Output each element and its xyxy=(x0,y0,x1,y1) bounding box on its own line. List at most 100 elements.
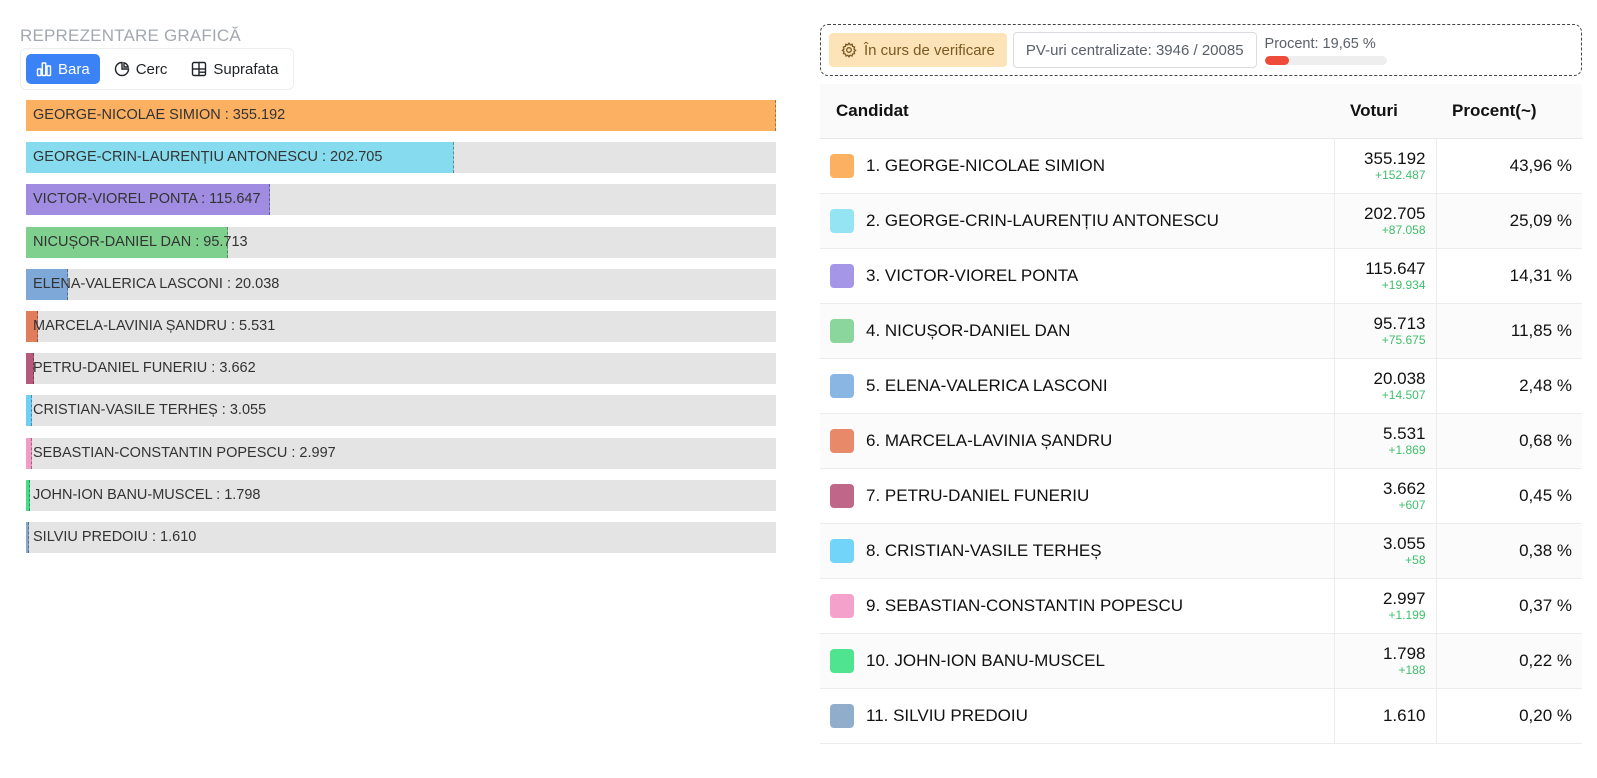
votes-cell: 20.038 +14.507 xyxy=(1334,358,1437,413)
section-title: REPREZENTARE GRAFICĂ xyxy=(20,26,241,45)
results-table: Candidat Voturi Procent(~) 1. GEORGE-NIC… xyxy=(820,84,1582,744)
candidate-name: 5. ELENA-VALERICA LASCONI xyxy=(866,375,1108,395)
votes-cell: 202.705 +87.058 xyxy=(1334,193,1437,248)
votes-delta: +188 xyxy=(1398,663,1426,677)
candidate-cell: 5. ELENA-VALERICA LASCONI xyxy=(820,358,1335,413)
table-body: 1. GEORGE-NICOLAE SIMION 355.192 +152.487 4… xyxy=(820,138,1582,743)
color-swatch xyxy=(830,263,854,288)
votes-value: 115.647 xyxy=(1365,259,1426,278)
percent-cell: 11,85 % xyxy=(1510,320,1572,340)
votes-cell: 1.610 xyxy=(1334,688,1437,743)
votes-value: 5.531 xyxy=(1382,424,1426,443)
verification-status-badge: În curs de verificare xyxy=(829,33,1007,67)
votes-cell: 115.647 +19.934 xyxy=(1334,248,1437,303)
candidate-cell: 3. VICTOR-VIOREL PONTA xyxy=(820,248,1335,303)
header-candidat[interactable]: Candidat xyxy=(820,84,1334,139)
bar-row[interactable]: GEORGE-NICOLAE SIMION : 355.192 xyxy=(26,100,776,131)
bar-row[interactable]: MARCELA-LAVINIA ȘANDRU : 5.531 xyxy=(26,310,776,342)
chart-type-tabs: Bara Cerc Suprafata xyxy=(20,48,295,90)
bar xyxy=(26,184,271,216)
table-row[interactable]: 4. NICUȘOR-DANIEL DAN 95.713 +75.675 11,85 … xyxy=(820,303,1582,358)
candidate-name: 9. SEBASTIAN-CONSTANTIN POPESCU xyxy=(866,595,1184,615)
color-swatch xyxy=(830,373,854,398)
votes-cell: 95.713 +75.675 xyxy=(1334,303,1437,358)
votes-cell: 2.997 +1.199 xyxy=(1334,578,1437,633)
bar xyxy=(26,395,33,427)
candidate-name-wrap: 7. PETRU-DANIEL FUNERIU xyxy=(830,483,1334,508)
votes-delta: +1.869 xyxy=(1388,443,1426,457)
bar-row[interactable]: JOHN-ION BANU-MUSCEL : 1.798 xyxy=(26,479,776,511)
votes-delta: +87.058 xyxy=(1381,223,1426,237)
candidate-cell: 11. SILVIU PREDOIU xyxy=(820,688,1335,743)
votes-delta: +75.675 xyxy=(1381,333,1426,347)
candidate-cell: 9. SEBASTIAN-CONSTANTIN POPESCU xyxy=(820,578,1335,633)
table-row[interactable]: 8. CRISTIAN-VASILE TERHEȘ 3.055 +58 0,38 % xyxy=(820,523,1582,578)
votes-delta: +152.487 xyxy=(1375,168,1426,182)
votes-value: 202.705 xyxy=(1364,204,1426,223)
percent-cell: 43,96 % xyxy=(1509,155,1572,175)
candidate-cell: 2. GEORGE-CRIN-LAURENȚIU ANTONESCU xyxy=(820,193,1335,248)
tab-bara[interactable]: Bara xyxy=(26,54,100,84)
candidate-name-wrap: 10. JOHN-ION BANU-MUSCEL xyxy=(830,648,1334,673)
verification-status-label: În curs de verificare xyxy=(864,41,995,59)
bar-row[interactable]: CRISTIAN-VASILE TERHEȘ : 3.055 xyxy=(26,395,776,427)
votes-cell: 3.055 +58 xyxy=(1334,523,1437,578)
bar-row[interactable]: SILVIU PREDOIU : 1.610 xyxy=(26,521,776,553)
bar xyxy=(26,100,776,131)
votes-delta: +58 xyxy=(1405,553,1426,567)
bar-label: GEORGE-CRIN-LAURENȚIU ANTONESCU : 202.70… xyxy=(33,149,383,166)
candidate-name: 3. VICTOR-VIOREL PONTA xyxy=(866,265,1079,285)
percent-cell: 14,31 % xyxy=(1509,265,1572,285)
bar-row[interactable]: SEBASTIAN-CONSTANTIN POPESCU : 2.997 xyxy=(26,437,776,469)
table-row[interactable]: 10. JOHN-ION BANU-MUSCEL 1.798 +188 0,22 % xyxy=(820,633,1582,688)
bar-row[interactable]: PETRU-DANIEL FUNERIU : 3.662 xyxy=(26,353,776,385)
votes-value: 20.038 xyxy=(1373,369,1426,388)
votes-cell: 5.531 +1.869 xyxy=(1334,413,1437,468)
progress-label: Procent: 19,65 % xyxy=(1264,35,1376,52)
tab-label: Bara xyxy=(58,60,90,78)
bar-row[interactable]: GEORGE-CRIN-LAURENȚIU ANTONESCU : 202.70… xyxy=(26,142,776,174)
table-row[interactable]: 1. GEORGE-NICOLAE SIMION 355.192 +152.487 4… xyxy=(820,138,1582,193)
header-voturi[interactable]: Voturi xyxy=(1334,84,1436,139)
candidate-cell: 4. NICUȘOR-DANIEL DAN xyxy=(820,303,1335,358)
bar xyxy=(26,310,38,342)
votes-value: 355.192 xyxy=(1364,149,1426,168)
bar-row[interactable]: NICUȘOR-DANIEL DAN : 95.713 xyxy=(26,226,776,258)
candidate-cell: 1. GEORGE-NICOLAE SIMION xyxy=(820,138,1335,193)
bar-label: MARCELA-LAVINIA ȘANDRU : 5.531 xyxy=(33,317,276,334)
votes-delta: +607 xyxy=(1398,498,1426,512)
bar-label: SILVIU PREDOIU : 1.610 xyxy=(33,528,197,545)
candidate-name-wrap: 5. ELENA-VALERICA LASCONI xyxy=(830,373,1334,398)
header-procent[interactable]: Procent(~) xyxy=(1436,84,1582,139)
percent-cell: 2,48 % xyxy=(1519,375,1572,395)
candidate-name-wrap: 2. GEORGE-CRIN-LAURENȚIU ANTONESCU xyxy=(830,208,1334,233)
bar-label: GEORGE-NICOLAE SIMION : 355.192 xyxy=(33,107,286,123)
candidate-name-wrap: 9. SEBASTIAN-CONSTANTIN POPESCU xyxy=(830,593,1334,618)
table-row[interactable]: 5. ELENA-VALERICA LASCONI 20.038 +14.507 2,… xyxy=(820,358,1582,413)
color-swatch xyxy=(830,648,854,673)
tab-cerc[interactable]: Cerc xyxy=(104,54,178,84)
votes-cell: 355.192 +152.487 xyxy=(1334,138,1437,193)
progress-fill xyxy=(1264,55,1289,65)
table-row[interactable]: 3. VICTOR-VIOREL PONTA 115.647 +19.934 14,3… xyxy=(820,248,1582,303)
percent-cell: 0,45 % xyxy=(1519,485,1572,505)
candidate-name-wrap: 8. CRISTIAN-VASILE TERHEȘ xyxy=(830,538,1334,563)
bar-row[interactable]: VICTOR-VIOREL PONTA : 115.647 xyxy=(26,184,776,216)
votes-delta: +1.199 xyxy=(1388,608,1426,622)
candidate-name: 1. GEORGE-NICOLAE SIMION xyxy=(866,155,1105,175)
bar-label: PETRU-DANIEL FUNERIU : 3.662 xyxy=(33,360,256,377)
candidate-name: 2. GEORGE-CRIN-LAURENȚIU ANTONESCU xyxy=(866,210,1219,230)
tab-suprafata[interactable]: Suprafata xyxy=(181,54,288,84)
color-swatch xyxy=(830,703,854,728)
tab-label: Suprafata xyxy=(213,60,279,78)
table-row[interactable]: 7. PETRU-DANIEL FUNERIU 3.662 +607 0,45 % xyxy=(820,468,1582,523)
bar-chart: GEORGE-NICOLAE SIMION : 355.192 GEORGE-CR… xyxy=(26,100,776,553)
table-row[interactable]: 9. SEBASTIAN-CONSTANTIN POPESCU 2.997 +1.1… xyxy=(820,578,1582,633)
grid-icon xyxy=(192,61,207,77)
table-row[interactable]: 11. SILVIU PREDOIU 1.610 0,20 % xyxy=(820,688,1582,743)
table-row[interactable]: 2. GEORGE-CRIN-LAURENȚIU ANTONESCU 202.70… xyxy=(820,193,1582,248)
candidate-name: 11. SILVIU PREDOIU xyxy=(866,705,1028,725)
bar-row[interactable]: ELENA-VALERICA LASCONI : 20.038 xyxy=(26,268,776,300)
percent-cell: 0,68 % xyxy=(1519,430,1572,450)
table-row[interactable]: 6. MARCELA-LAVINIA ȘANDRU 5.531 +1.869 0,68… xyxy=(820,413,1582,468)
